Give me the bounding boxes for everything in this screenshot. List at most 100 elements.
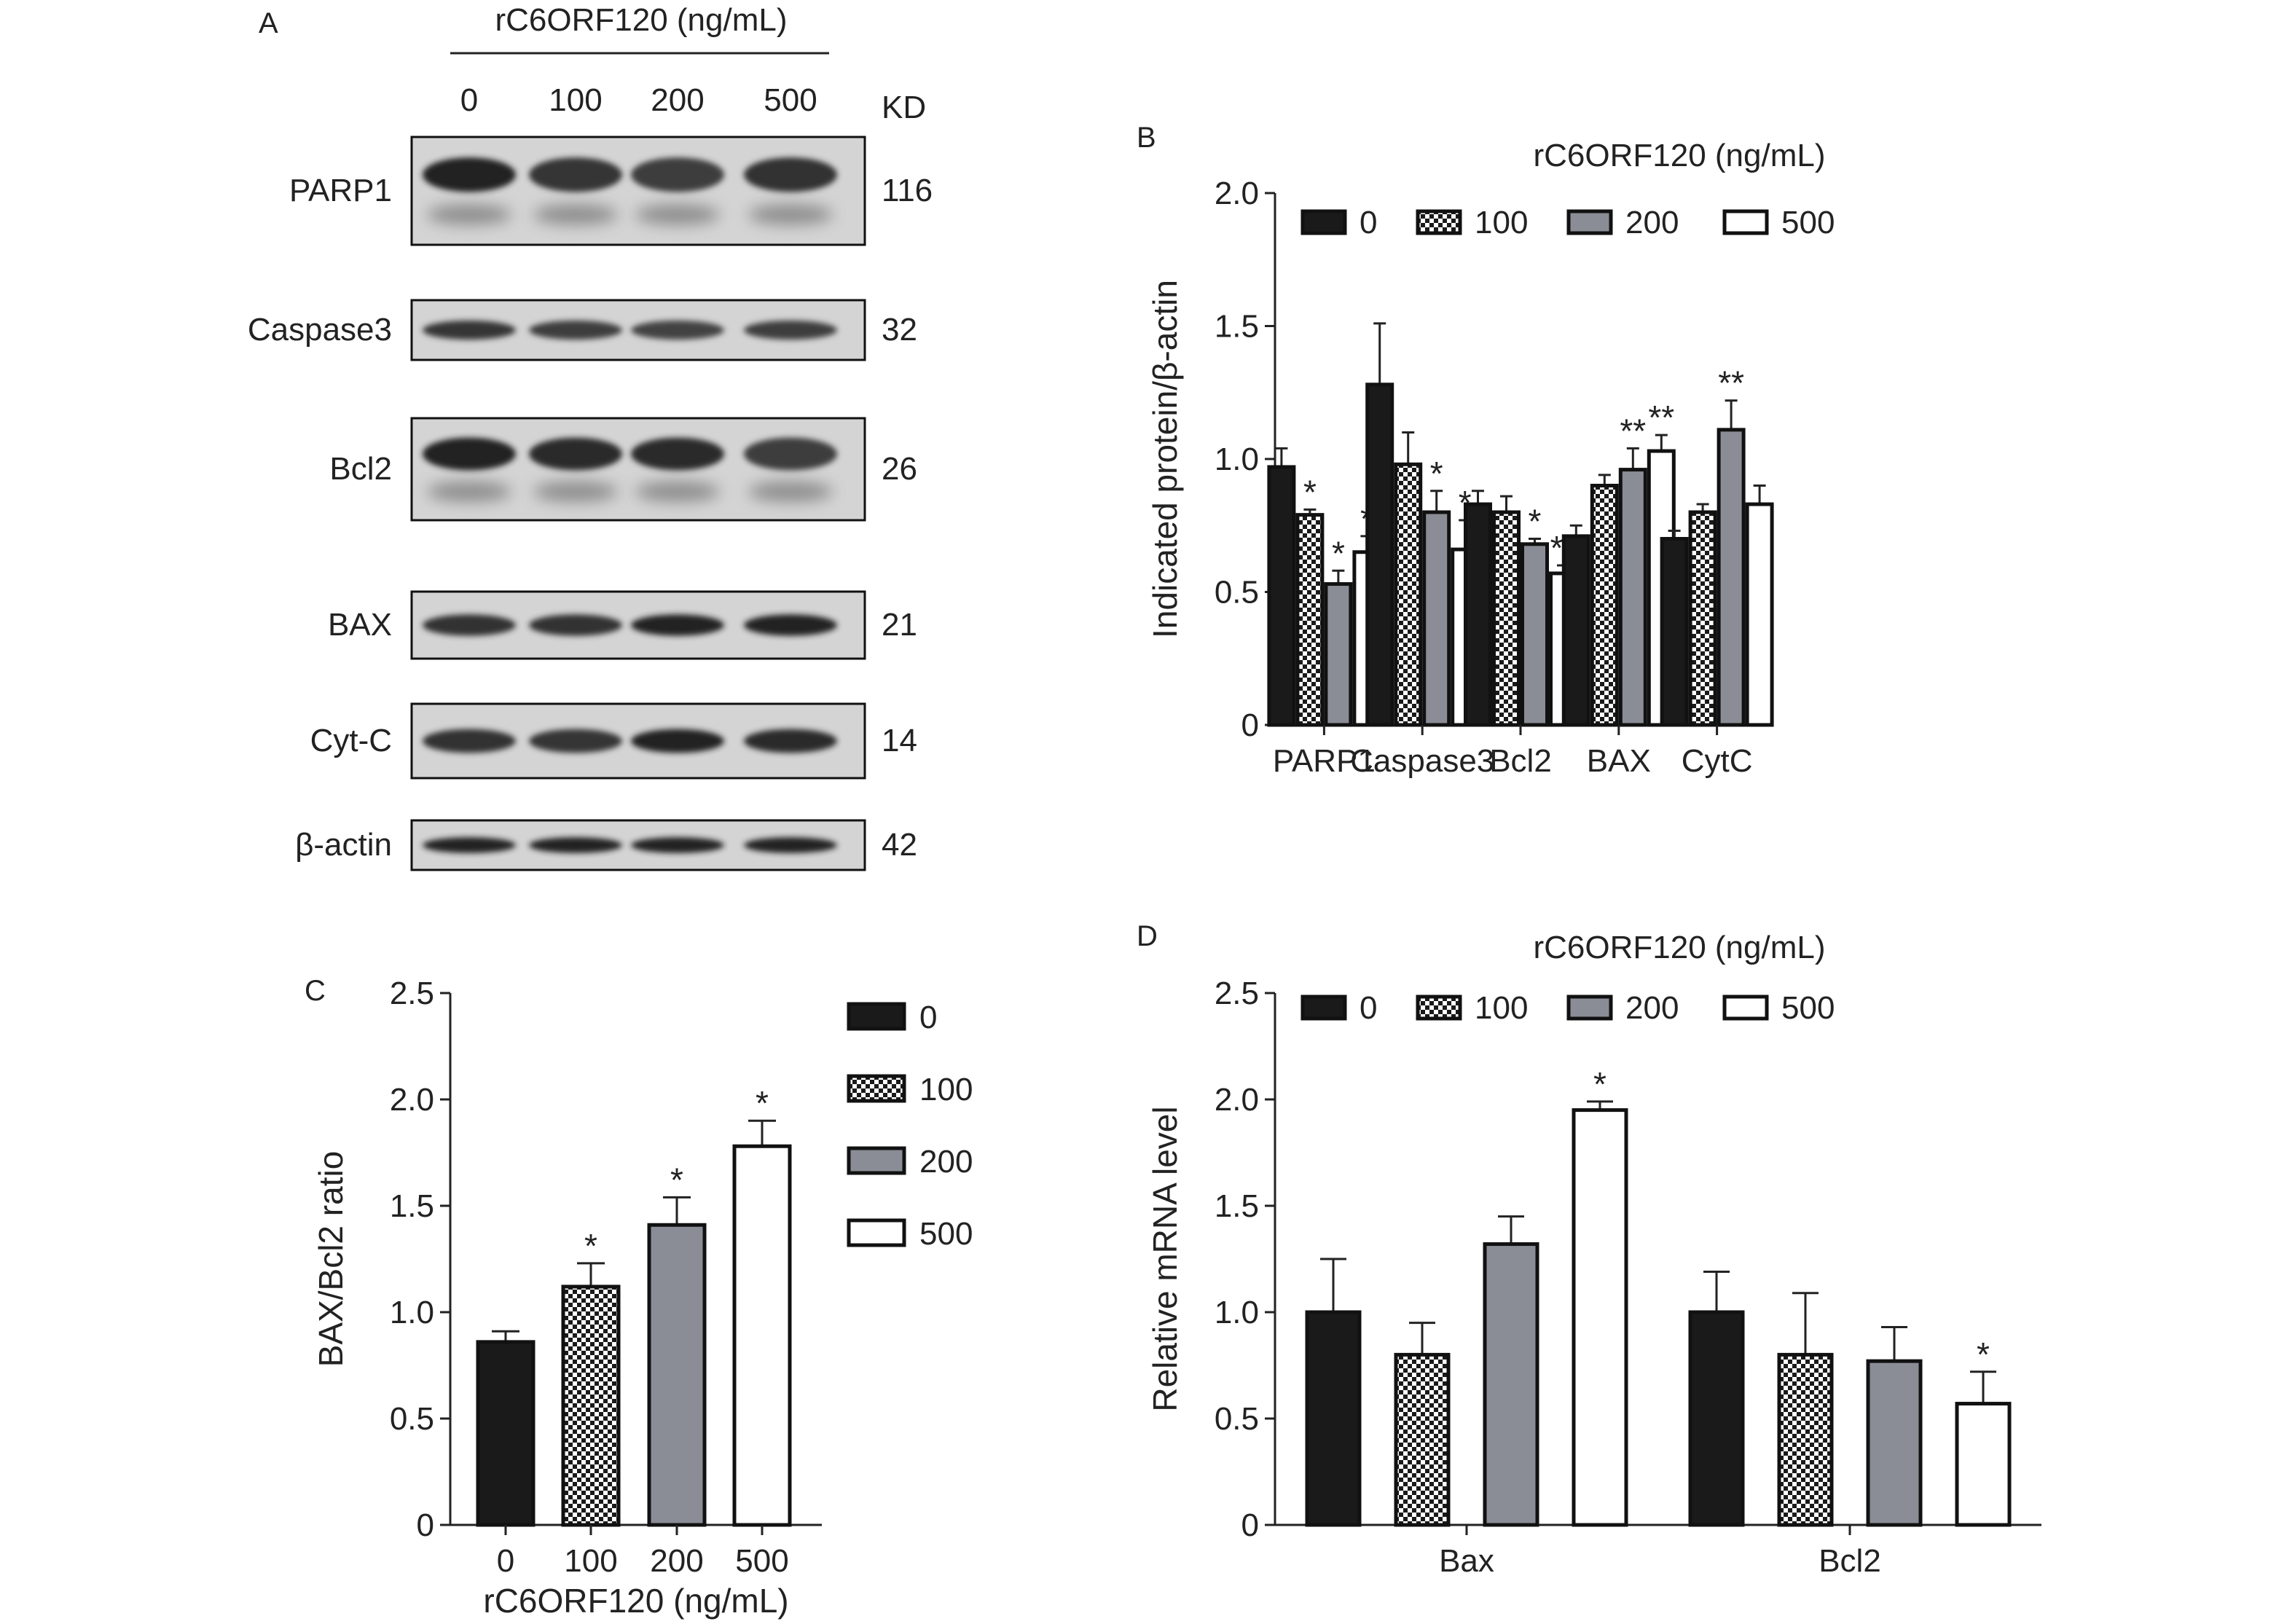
bar-rect — [1572, 1108, 1628, 1527]
x-tick-label: Bax — [1439, 1543, 1494, 1579]
blot-band — [631, 157, 724, 192]
panel-letter: B — [1137, 122, 1156, 154]
blot-band — [631, 837, 724, 853]
legend-swatch — [1300, 209, 1347, 235]
blot-kd-value: 32 — [882, 312, 917, 348]
blot-label: BAX — [328, 607, 392, 643]
legend-label: 500 — [1781, 990, 1835, 1026]
bar-rect — [1295, 513, 1325, 727]
legend-swatch — [1566, 209, 1613, 235]
bar: * — [1324, 534, 1353, 727]
blot-kd-value: 42 — [882, 827, 917, 863]
y-tick-label: 0.5 — [1215, 575, 1259, 611]
bar — [1561, 524, 1590, 727]
x-tick-label: PARP1 — [1273, 743, 1376, 779]
bar-rect — [1394, 1352, 1451, 1527]
y-tick-label: 0 — [417, 1507, 434, 1543]
significance-mark: ** — [1718, 364, 1744, 402]
blot-label: Caspase3 — [248, 312, 392, 348]
legend-label: 200 — [1625, 990, 1679, 1026]
bar — [1866, 1325, 1923, 1527]
bar — [1660, 530, 1689, 727]
bar — [476, 1330, 536, 1527]
significance-mark: * — [1303, 473, 1317, 511]
bar-rect — [1464, 502, 1492, 727]
legend-swatch — [847, 1218, 906, 1247]
blot-band — [631, 614, 724, 636]
bar-rect — [1521, 542, 1549, 727]
blot-band — [529, 320, 622, 340]
bar: ** — [1717, 364, 1746, 727]
panel-d-mrna-chart: D 0 0.5 1.0 1.5 2.0 2.5 Relative mRNA level rC6O… — [1137, 920, 2041, 1579]
blot-cytc: Cyt-C 14 — [310, 702, 917, 780]
y-tick-label: 1.0 — [1215, 1295, 1259, 1330]
legend-swatch — [847, 1074, 906, 1103]
blot-band — [529, 614, 622, 636]
blot-band — [423, 729, 516, 753]
blot-band-secondary — [635, 481, 720, 502]
blot-band-secondary — [748, 481, 833, 502]
chart-title: rC6ORF120 (ng/mL) — [1533, 930, 1825, 965]
blot-band — [529, 729, 622, 753]
bar-rect — [1777, 1352, 1834, 1527]
panel-letter: D — [1137, 920, 1158, 952]
legend-label: 100 — [1475, 205, 1528, 240]
significance-mark: ** — [1620, 412, 1646, 450]
legend-swatch — [847, 1146, 906, 1175]
dose-label-200: 200 — [651, 82, 704, 118]
blot-band — [423, 320, 516, 340]
significance-mark: ** — [1648, 399, 1674, 436]
bar-rect — [1688, 1310, 1745, 1527]
bar — [1365, 322, 1394, 727]
bar: * — [1521, 503, 1549, 727]
bar-rect — [1688, 510, 1717, 727]
blot-band — [529, 437, 622, 471]
blot-band — [744, 437, 837, 471]
bar-rect — [476, 1340, 536, 1527]
blot-band — [744, 614, 837, 636]
bar-rect — [1955, 1402, 2012, 1527]
blot-label: β-actin — [295, 827, 392, 863]
bar-rect — [1422, 510, 1451, 727]
blot-actin: β-actin 42 — [295, 819, 917, 871]
bar — [1688, 1271, 1745, 1527]
legend-swatch — [1722, 995, 1769, 1021]
y-tick-label: 2.5 — [1215, 976, 1259, 1011]
blot-band-secondary — [635, 204, 720, 225]
blot-band-secondary — [533, 204, 618, 225]
y-tick-label: 2.0 — [390, 1082, 434, 1118]
bar — [1305, 1258, 1362, 1527]
y-tick-label: 0 — [1241, 707, 1259, 743]
blot-bax: BAX 21 — [328, 590, 917, 660]
x-tick-label: Caspase3 — [1350, 743, 1494, 779]
bar — [1590, 474, 1619, 727]
y-tick-label: 1.0 — [1215, 442, 1259, 477]
legend-swatch — [1416, 995, 1462, 1021]
legend-swatch — [1566, 995, 1613, 1021]
bar — [1688, 503, 1717, 727]
bar — [1492, 495, 1521, 727]
x-tick-label: 500 — [735, 1543, 788, 1579]
y-axis-label: BAX/Bcl2 ratio — [312, 1151, 350, 1368]
legend-swatch — [1722, 209, 1769, 235]
bar: * — [1295, 473, 1325, 727]
bar: * — [1422, 455, 1451, 727]
legend-swatch — [1416, 209, 1462, 235]
blot-band — [631, 437, 724, 471]
legend: 0 100 200 500 — [847, 1000, 973, 1252]
significance-mark: * — [670, 1161, 683, 1199]
blot-band — [744, 729, 837, 753]
legend-label: 200 — [919, 1144, 973, 1180]
legend-swatch — [1300, 995, 1347, 1021]
blot-band — [529, 837, 622, 853]
legend-label: 500 — [1781, 205, 1835, 240]
blot-kd-value: 21 — [882, 607, 917, 643]
x-tick-label: 100 — [564, 1543, 617, 1579]
bar — [1267, 447, 1296, 727]
y-axis-label: Relative mRNA level — [1146, 1106, 1184, 1411]
x-tick-label: CytC — [1682, 743, 1753, 779]
blot-kd-value: 26 — [882, 451, 917, 487]
bar: * — [561, 1227, 621, 1527]
blot-band — [423, 437, 516, 471]
legend-swatch — [847, 1002, 906, 1031]
